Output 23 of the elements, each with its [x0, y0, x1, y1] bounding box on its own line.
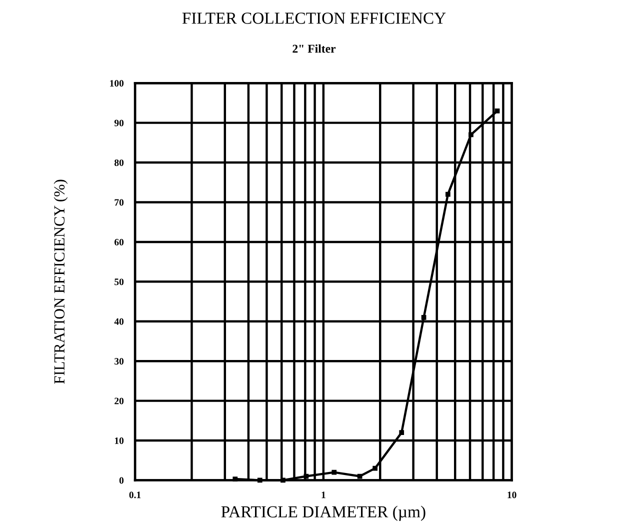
point [421, 314, 426, 320]
y-tick-label: 70 [114, 199, 124, 206]
y-tick-label: 0 [119, 477, 124, 484]
y-tick-label: 40 [114, 318, 124, 325]
x-axis-title: PARTICLE DIAMETER (µm) [221, 506, 426, 521]
x-tick-label: 0.1 [129, 492, 141, 498]
y-tick-label: 10 [114, 437, 124, 444]
y-tick-label: 50 [114, 278, 124, 286]
y-tick-label: 100 [110, 80, 124, 87]
x-tick-label: 10 [508, 492, 516, 498]
point [445, 192, 450, 197]
y-tick-label: 20 [114, 398, 124, 404]
y-tick-label: 90 [114, 120, 124, 126]
x-tick-label: 1 [322, 492, 326, 498]
point [304, 474, 309, 479]
chart-title: FILTER COLLECTION EFFICIENCY [182, 12, 446, 24]
point [468, 132, 474, 138]
y-tick-label: 30 [114, 358, 124, 365]
y-tick-label: 80 [114, 159, 124, 166]
point [399, 430, 404, 436]
y-tick-label: 60 [114, 238, 124, 246]
chart-subtitle: 2" Filter [292, 44, 336, 53]
y-axis-title: FILTRATION EFFICIENCY (%) [54, 180, 68, 384]
